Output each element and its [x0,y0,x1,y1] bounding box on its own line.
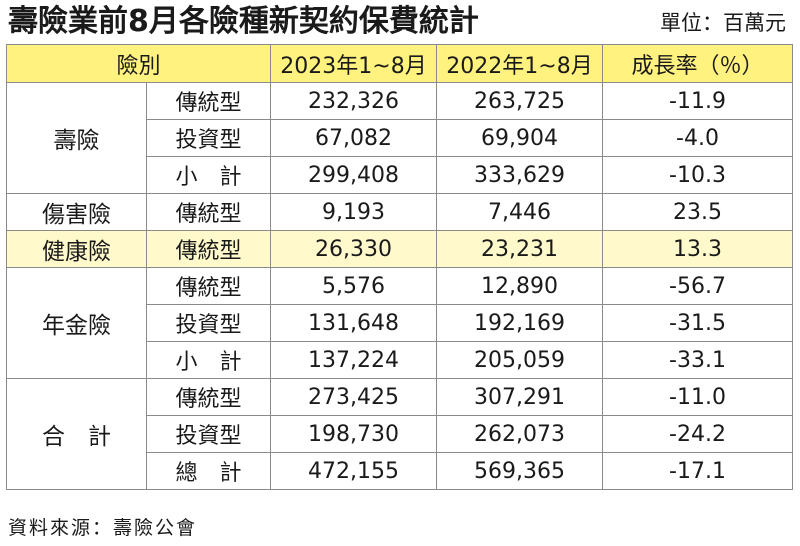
table-row: 投資型 131,648 192,169 -31.5 [7,304,794,342]
row-type: 小 計 [145,156,272,194]
table-header-row: 險別 2023年1~8月 2022年1~8月 成長率（％） [5,44,794,83]
row-type: 總 計 [145,452,272,490]
row-type: 傳統型 [145,82,272,120]
header-category: 險別 [5,44,272,83]
value-2023: 198,730 [270,415,438,453]
table-row: 健康險 傳統型 26,330 23,231 13.3 [6,230,794,268]
value-2023: 273,425 [270,378,438,416]
table-row: 小 計 137,224 205,059 -33.1 [7,341,794,379]
group-total: 合 計 [6,378,147,490]
value-2022: 23,231 [436,230,604,268]
value-growth: -11.9 [602,82,794,120]
value-growth: -31.5 [602,304,794,342]
value-growth: -17.1 [602,452,794,490]
value-2022: 192,169 [436,304,604,342]
value-2023: 5,576 [270,267,438,305]
row-type: 投資型 [145,119,272,157]
value-growth: -10.3 [602,156,794,194]
value-2023: 137,224 [270,341,438,379]
group-injury: 傷害險 [6,193,147,231]
value-growth: -11.0 [602,378,794,416]
value-2023: 26,330 [270,230,438,268]
header-2023: 2023年1~8月 [270,44,438,83]
value-2022: 7,446 [436,193,604,231]
value-2023: 67,082 [270,119,438,157]
group-health: 健康險 [6,230,147,268]
row-type: 傳統型 [145,230,272,268]
value-growth: -24.2 [602,415,794,453]
table-row: 年金險 傳統型 5,576 12,890 -56.7 [6,267,794,379]
table-row: 傷害險 傳統型 9,193 7,446 23.5 [6,193,794,231]
unit-label: 單位：百萬元 [660,11,786,35]
value-2022: 569,365 [436,452,604,490]
row-type: 傳統型 [145,378,272,416]
header-growth: 成長率（％） [602,44,794,83]
group-annuity: 年金險 [6,267,147,379]
row-type: 傳統型 [145,193,272,231]
page-title: 壽險業前8月各險種新契約保費統計 [8,4,479,39]
value-2022: 12,890 [436,267,604,305]
value-2022: 262,073 [436,415,604,453]
table-row: 合 計 傳統型 273,425 307,291 -11.0 [6,378,794,490]
row-type: 投資型 [145,415,272,453]
value-2022: 205,059 [436,341,604,379]
row-type: 傳統型 [145,267,272,305]
value-2023: 9,193 [270,193,438,231]
value-2023: 131,648 [270,304,438,342]
group-life: 壽險 [6,82,147,194]
value-2022: 263,725 [436,82,604,120]
row-type: 小 計 [145,341,272,379]
table-row: 壽險 傳統型 232,326 263,725 -11.9 [6,82,794,194]
value-growth: -4.0 [602,119,794,157]
value-2023: 299,408 [270,156,438,194]
header-2022: 2022年1~8月 [436,44,604,83]
value-2022: 333,629 [436,156,604,194]
value-2023: 472,155 [270,452,438,490]
value-2022: 69,904 [436,119,604,157]
table-row: 投資型 198,730 262,073 -24.2 [7,415,794,453]
table-row: 總 計 472,155 569,365 -17.1 [7,452,794,490]
premium-table: 險別 2023年1~8月 2022年1~8月 成長率（％） 壽險 傳統型 232… [5,44,794,490]
value-growth: -33.1 [602,341,794,379]
value-growth: -56.7 [602,267,794,305]
value-2023: 232,326 [270,82,438,120]
source-note: 資料來源：壽險公會 [8,517,198,539]
value-2022: 307,291 [436,378,604,416]
value-growth: 23.5 [602,193,794,231]
row-type: 投資型 [145,304,272,342]
value-growth: 13.3 [602,230,794,268]
